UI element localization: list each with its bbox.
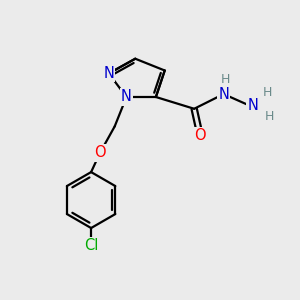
Text: O: O: [94, 146, 106, 160]
Text: N: N: [121, 89, 132, 104]
Text: N: N: [248, 98, 259, 113]
Text: H: H: [265, 110, 274, 123]
Text: Cl: Cl: [84, 238, 98, 253]
Text: N: N: [218, 87, 229, 102]
Text: O: O: [194, 128, 206, 143]
Text: H: H: [220, 73, 230, 86]
Text: H: H: [263, 86, 272, 99]
Text: N: N: [103, 66, 114, 81]
